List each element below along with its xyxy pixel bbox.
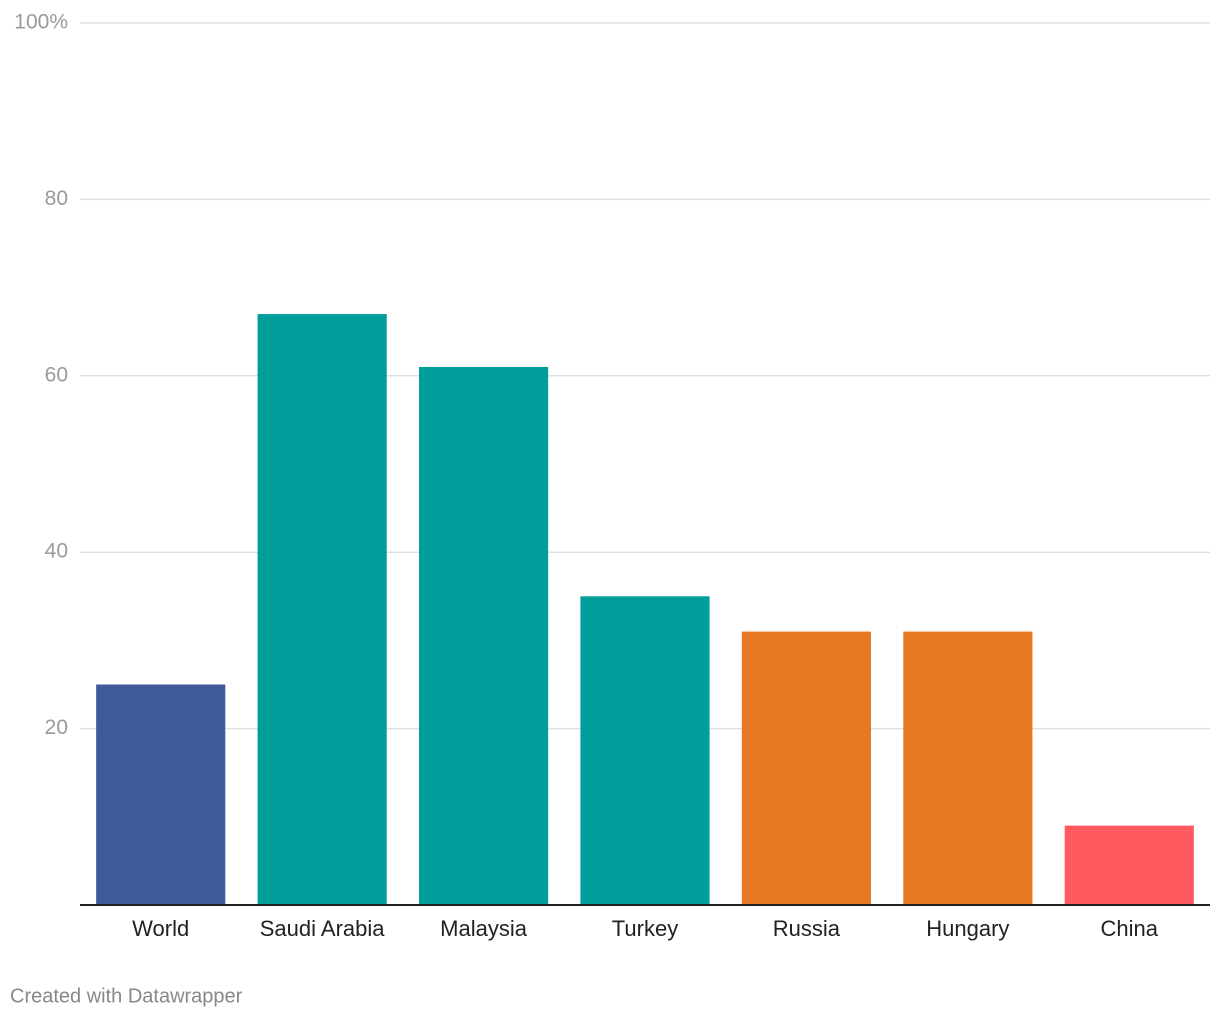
bar <box>1064 825 1194 905</box>
x-tick-label: Saudi Arabia <box>260 916 386 941</box>
y-tick-label: 80 <box>45 187 68 210</box>
y-tick-label: 100% <box>14 11 68 34</box>
y-tick-label: 40 <box>45 540 68 563</box>
bar <box>903 631 1033 905</box>
x-tick-label: Hungary <box>926 916 1009 941</box>
bar <box>257 314 387 905</box>
bar <box>580 596 710 905</box>
footer: Created with Datawrapper <box>10 985 243 1007</box>
y-tick-label: 20 <box>45 716 68 739</box>
x-tick-label: Turkey <box>612 916 678 941</box>
x-tick-label: Malaysia <box>440 916 528 941</box>
x-tick-label: World <box>132 916 189 941</box>
x-tick-label: China <box>1101 916 1159 941</box>
bar <box>96 684 226 905</box>
bar <box>419 366 549 906</box>
bar <box>741 631 871 905</box>
x-tick-label: Russia <box>773 916 841 941</box>
y-tick-label: 60 <box>45 363 68 386</box>
